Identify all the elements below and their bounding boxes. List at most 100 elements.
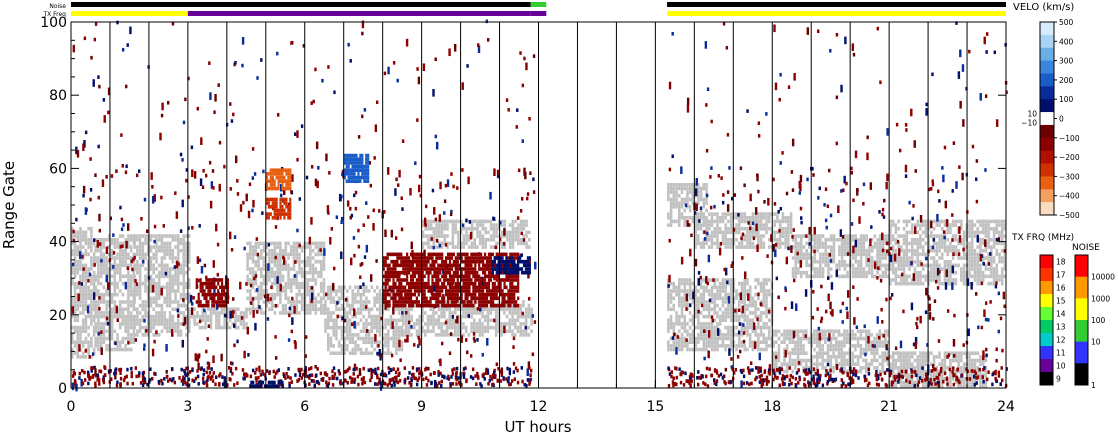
ground-scatter-cell bbox=[329, 300, 333, 304]
ground-scatter-cell bbox=[957, 256, 960, 260]
ground-scatter-cell bbox=[721, 303, 725, 308]
ground-scatter-cell bbox=[470, 223, 474, 227]
ground-scatter-cell bbox=[987, 267, 990, 271]
ground-scatter-cell bbox=[910, 245, 914, 249]
ground-scatter-cell bbox=[921, 274, 925, 279]
ground-scatter-cell bbox=[859, 333, 863, 337]
ground-scatter-cell bbox=[824, 336, 827, 341]
ground-scatter-cell bbox=[182, 252, 186, 257]
ground-scatter-cell bbox=[348, 351, 352, 355]
ground-scatter-cell bbox=[791, 329, 794, 334]
ground-scatter-cell bbox=[713, 292, 717, 297]
ground-scatter-cell bbox=[818, 351, 822, 355]
ground-scatter-cell bbox=[987, 230, 990, 235]
ground-scatter-cell bbox=[508, 307, 512, 312]
ground-scatter-cell bbox=[71, 241, 74, 246]
ground-scatter-cell bbox=[116, 270, 119, 275]
ground-scatter-cell bbox=[171, 256, 175, 260]
ground-scatter-cell bbox=[784, 237, 787, 242]
ground-scatter-cell bbox=[686, 215, 689, 220]
ground-scatter-cell bbox=[152, 263, 156, 268]
ground-scatter-cell bbox=[395, 322, 398, 326]
ground-scatter-cell bbox=[133, 333, 136, 337]
ground-scatter-cell bbox=[810, 355, 814, 359]
ground-scatter-cell bbox=[930, 248, 933, 253]
ground-scatter-cell bbox=[979, 263, 982, 268]
ground-scatter-cell bbox=[505, 322, 509, 326]
ground-scatter-cell bbox=[234, 325, 237, 330]
ground-scatter-cell bbox=[970, 274, 974, 279]
ground-scatter-cell bbox=[688, 340, 692, 345]
ground-scatter-cell bbox=[402, 307, 405, 312]
velocity-point bbox=[105, 246, 109, 254]
ground-scatter-cell bbox=[525, 245, 528, 249]
ground-scatter-cell bbox=[987, 219, 990, 224]
ground-scatter-cell bbox=[957, 384, 960, 388]
ground-scatter-cell bbox=[819, 270, 822, 275]
ground-scatter-cell bbox=[376, 340, 379, 345]
ground-scatter-cell bbox=[787, 230, 790, 235]
ground-scatter-cell bbox=[677, 215, 681, 220]
ground-scatter-cell bbox=[443, 329, 446, 334]
ground-scatter-cell bbox=[110, 241, 114, 246]
ground-scatter-cell bbox=[513, 311, 517, 315]
ground-scatter-cell bbox=[808, 234, 811, 238]
ground-scatter-cell bbox=[718, 296, 722, 301]
ground-scatter-cell bbox=[805, 248, 808, 253]
ground-scatter-cell bbox=[859, 245, 863, 249]
ground-scatter-cell bbox=[404, 333, 408, 337]
ground-scatter-cell bbox=[242, 314, 246, 319]
ground-scatter-cell bbox=[386, 329, 390, 334]
ground-scatter-cell bbox=[87, 296, 90, 301]
ground-scatter-cell bbox=[886, 362, 890, 366]
ground-scatter-cell bbox=[699, 347, 703, 352]
ground-scatter-cell bbox=[713, 329, 717, 334]
ground-scatter-cell bbox=[429, 318, 433, 323]
ground-scatter-cell bbox=[954, 245, 958, 249]
ground-scatter-cell bbox=[740, 329, 744, 334]
ground-scatter-cell bbox=[873, 234, 877, 238]
ground-scatter-cell bbox=[902, 281, 906, 286]
ground-scatter-cell bbox=[346, 325, 349, 330]
ground-scatter-cell bbox=[400, 333, 404, 337]
ground-scatter-cell bbox=[857, 270, 860, 275]
ground-scatter-cell bbox=[121, 318, 125, 323]
ground-scatter-cell bbox=[677, 318, 681, 323]
ground-scatter-cell bbox=[378, 311, 382, 315]
ground-scatter-cell bbox=[522, 333, 525, 337]
ground-scatter-cell bbox=[799, 336, 803, 341]
ground-scatter-cell bbox=[724, 278, 727, 282]
ground-scatter-cell bbox=[160, 256, 164, 260]
ground-scatter-cell bbox=[373, 347, 376, 352]
ground-scatter-cell bbox=[435, 230, 438, 235]
ground-scatter-cell bbox=[968, 234, 971, 238]
ground-scatter-cell bbox=[268, 259, 271, 264]
ground-scatter-cell bbox=[796, 329, 800, 334]
ground-scatter-cell bbox=[813, 336, 816, 341]
ground-scatter-cell bbox=[794, 333, 797, 337]
ground-scatter-cell bbox=[694, 300, 697, 304]
ground-scatter-cell bbox=[76, 248, 80, 253]
ground-scatter-cell bbox=[694, 230, 697, 235]
ground-scatter-cell bbox=[249, 256, 252, 260]
ground-scatter-cell bbox=[73, 245, 77, 249]
ground-scatter-cell bbox=[522, 234, 526, 238]
ground-scatter-cell bbox=[421, 311, 424, 315]
ground-scatter-cell bbox=[891, 237, 895, 242]
ground-scatter-cell bbox=[688, 289, 692, 293]
ground-scatter-cell bbox=[946, 226, 949, 231]
ground-scatter-cell bbox=[118, 322, 122, 326]
ground-scatter-cell bbox=[686, 329, 689, 334]
ground-scatter-cell bbox=[990, 259, 993, 264]
ground-scatter-cell bbox=[900, 366, 903, 370]
ground-scatter-cell bbox=[279, 267, 282, 271]
ground-scatter-cell bbox=[735, 230, 738, 235]
ground-scatter-cell bbox=[710, 307, 714, 312]
ground-scatter-cell bbox=[146, 285, 150, 290]
ground-scatter-cell bbox=[746, 333, 749, 337]
ground-scatter-cell bbox=[889, 263, 892, 268]
ground-scatter-cell bbox=[865, 252, 868, 257]
ground-scatter-cell bbox=[987, 237, 990, 242]
ground-scatter-cell bbox=[354, 314, 357, 319]
ground-scatter-cell bbox=[921, 223, 925, 227]
